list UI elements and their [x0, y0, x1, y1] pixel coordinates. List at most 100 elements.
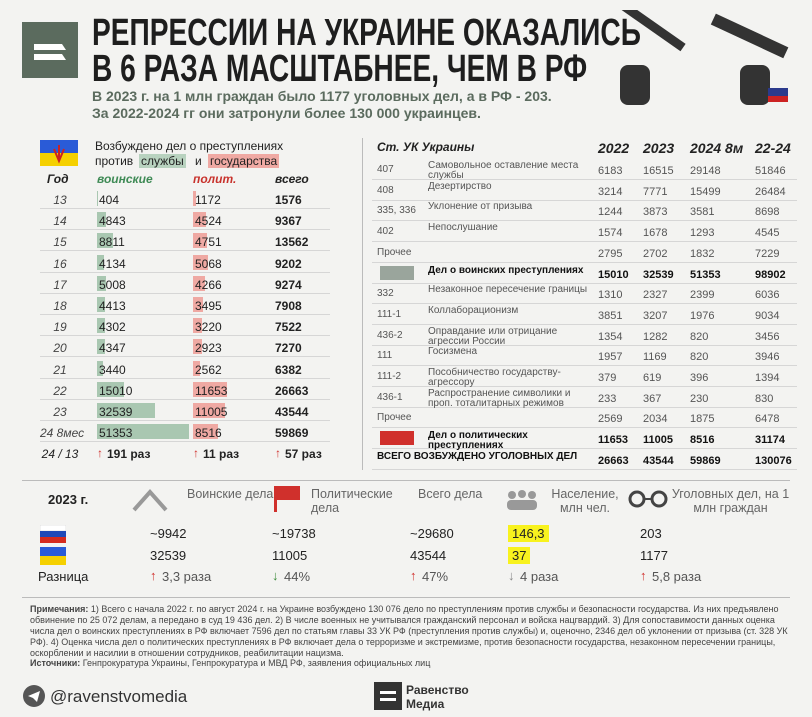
article-name: Самовольное оставление места службы	[428, 160, 579, 181]
cell: 5068	[195, 256, 222, 271]
row-line	[372, 386, 797, 387]
bar	[193, 191, 197, 206]
column-header: воинские	[97, 172, 153, 186]
ukraine-flag	[40, 547, 66, 565]
bar	[193, 424, 218, 440]
cell: 47%	[422, 569, 449, 584]
cell: 1354	[598, 330, 623, 343]
cell: 820	[690, 330, 709, 343]
column-header: 22-24	[755, 140, 791, 156]
cell: 1875	[690, 413, 715, 426]
row-line	[372, 179, 797, 180]
cell: 2923	[195, 341, 222, 356]
bar	[193, 318, 203, 334]
column-header: Воинские дела	[187, 487, 274, 501]
icon	[380, 431, 414, 446]
row-line	[372, 261, 797, 263]
cell: 26663	[275, 383, 309, 398]
column-header: 2022	[598, 140, 630, 156]
cell: 3495	[195, 299, 222, 313]
subtitle: За 2022-2024 гг они затронули более 130 …	[92, 105, 481, 121]
article-code: 332	[377, 288, 394, 300]
cell: 13562	[275, 235, 309, 250]
article-code: Прочее	[377, 412, 412, 424]
row-line	[372, 365, 797, 367]
arrow: ↑	[410, 568, 417, 583]
cell: 44%	[284, 569, 311, 584]
cell: 1678	[643, 227, 668, 240]
bar	[97, 212, 106, 228]
cell: 2702	[643, 247, 668, 260]
column-header: всего	[275, 172, 309, 186]
cell: 619	[643, 372, 662, 384]
bar	[97, 339, 105, 355]
bar	[193, 403, 226, 418]
cell: 830	[755, 392, 774, 405]
cell: 31174	[755, 434, 785, 447]
sources: Источники: Генпрокуратура Украины, Генпр…	[30, 658, 430, 668]
notes: Примечания: 1) Всего с начала 2022 г. по…	[30, 604, 790, 659]
cell: 57 раз	[285, 447, 322, 462]
cell: 8516	[195, 426, 222, 441]
cell: 32539	[643, 268, 674, 281]
cell: 3946	[755, 351, 780, 364]
year: 14	[53, 214, 67, 229]
article-name: ВСЕГО ВОЗБУЖДЕНО УГОЛОВНЫХ ДЕЛ	[377, 450, 578, 462]
cell: 2399	[690, 289, 715, 302]
year: 19	[53, 320, 67, 335]
column-header: Политические дела	[311, 487, 393, 515]
column-header: Уголовных дел, на 1 млн граждан	[671, 487, 790, 515]
cell: 4751	[195, 235, 222, 250]
row-line	[40, 441, 330, 443]
arrow: ↑	[193, 446, 199, 461]
cell: 3440	[99, 362, 126, 377]
arrow: ↑	[97, 446, 103, 461]
bar	[97, 424, 189, 440]
cell: 4545	[755, 227, 780, 240]
row-line	[372, 199, 797, 201]
row-line	[372, 220, 797, 222]
cell: 16515	[643, 165, 674, 177]
cell: 26663	[598, 454, 629, 467]
arrow: ↑	[275, 446, 281, 461]
arrow: ↑	[150, 568, 157, 583]
row-line	[40, 229, 330, 231]
brand: Медиа	[406, 697, 445, 711]
cell: 26484	[755, 185, 786, 198]
cell: 43544	[643, 454, 674, 467]
article-code: 407	[377, 164, 394, 175]
column-header: 2024 8м	[690, 140, 744, 156]
cell: 1310	[598, 289, 623, 302]
cell: ~19738	[272, 526, 316, 541]
row-line	[372, 344, 797, 346]
handle: @ravenstvomedia	[50, 687, 188, 706]
cell: 7229	[755, 247, 780, 260]
cell: 3220	[195, 320, 222, 335]
article-name: Дел о политических преступлениях	[428, 430, 528, 452]
year: 23	[53, 405, 67, 419]
article-name: Уклонение от призыва	[428, 201, 533, 213]
bar	[97, 297, 105, 312]
arrow: ↓	[272, 568, 279, 583]
cell: 5,8 раза	[652, 569, 702, 584]
bar	[193, 233, 207, 249]
population-icon	[507, 490, 537, 510]
bar	[193, 360, 201, 376]
table-title: против	[95, 154, 134, 168]
cell: 8698	[755, 206, 780, 219]
cell: 32539	[150, 548, 187, 563]
bar	[193, 212, 207, 228]
guns-illustration	[614, 10, 789, 105]
arrow: ↑	[640, 568, 647, 583]
table-title: Возбуждено дел о преступлениях	[95, 139, 284, 153]
cell: 11653	[598, 434, 628, 447]
year: 20	[53, 341, 67, 356]
cell: 1576	[275, 193, 302, 207]
bar	[193, 254, 208, 270]
cell: 4413	[99, 299, 126, 313]
cell: 5008	[99, 277, 126, 292]
cell: 43544	[410, 548, 447, 563]
article-name: Непослушание	[428, 222, 498, 234]
cell: 9274	[275, 277, 302, 292]
cell: 203	[640, 526, 662, 541]
